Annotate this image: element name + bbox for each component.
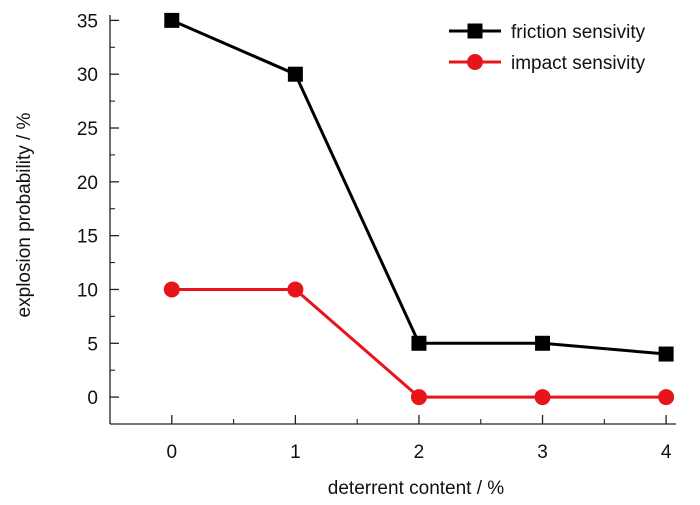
x-axis-label: deterrent content / % bbox=[328, 478, 504, 499]
data-point-square bbox=[164, 12, 180, 28]
legend: friction sensivity impact sensivity bbox=[449, 22, 646, 74]
axes bbox=[109, 15, 676, 425]
y-axis-label: explosion probability / % bbox=[14, 112, 35, 317]
y-tick-label: 0 bbox=[87, 388, 98, 409]
legend-label: impact sensivity bbox=[511, 53, 646, 74]
y-tick-label: 30 bbox=[77, 65, 98, 86]
x-tick-label: 4 bbox=[661, 442, 672, 463]
y-tick-label: 15 bbox=[77, 227, 98, 248]
x-tick-label: 3 bbox=[537, 442, 548, 463]
x-tick-label: 1 bbox=[290, 442, 301, 463]
data-point-square bbox=[411, 335, 427, 351]
data-point-circle bbox=[163, 281, 180, 298]
ticks: 0 5 10 15 20 25 30 35 0 1 2 3 4 bbox=[77, 11, 672, 463]
data-point-square bbox=[535, 335, 551, 351]
data-point-circle bbox=[287, 281, 304, 298]
x-tick-label: 0 bbox=[167, 442, 178, 463]
y-tick-label: 10 bbox=[77, 280, 98, 301]
data-point-circle bbox=[410, 389, 427, 406]
series-layer bbox=[163, 12, 675, 406]
y-tick-label: 25 bbox=[77, 119, 98, 140]
legend-marker-square bbox=[467, 23, 483, 39]
y-tick-label: 35 bbox=[77, 11, 98, 32]
data-point-circle bbox=[658, 389, 675, 406]
x-tick-label: 2 bbox=[414, 442, 425, 463]
legend-label: friction sensivity bbox=[511, 22, 646, 43]
y-tick-label: 5 bbox=[87, 334, 98, 355]
data-point-square bbox=[287, 66, 303, 82]
data-point-circle bbox=[534, 389, 551, 406]
y-tick-label: 20 bbox=[77, 173, 98, 194]
data-point-square bbox=[658, 346, 674, 362]
legend-marker-circle bbox=[467, 54, 483, 70]
